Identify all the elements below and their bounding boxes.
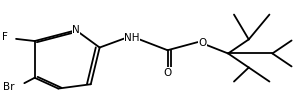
Text: O: O	[163, 68, 172, 78]
Text: N: N	[72, 25, 80, 35]
Text: Br: Br	[3, 83, 15, 92]
Text: F: F	[2, 32, 8, 42]
Text: NH: NH	[124, 33, 140, 43]
Text: O: O	[198, 38, 207, 48]
